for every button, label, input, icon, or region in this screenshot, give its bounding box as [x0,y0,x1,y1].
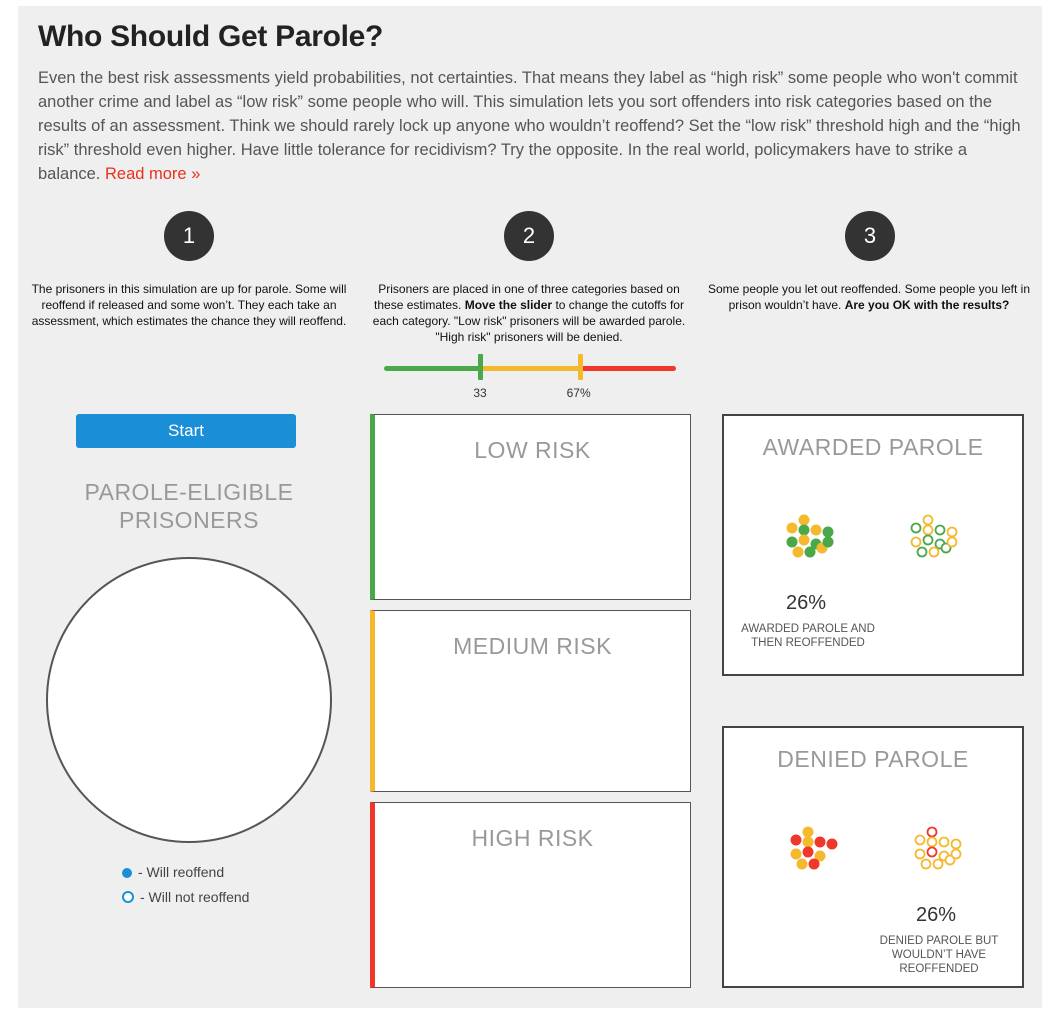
intro-paragraph: Even the best risk assessments yield pro… [38,66,1028,186]
awarded-reoffended-dot [810,524,822,536]
awarded-not-reoffended-dot [922,514,934,526]
denied-reoffended-dot [814,850,826,862]
denied-reoffended-dot [802,826,814,838]
legend-will-reoffend: - Will reoffend [122,864,224,880]
denied-not-reoffended-dot [950,848,962,860]
awarded-not-reoffended-dot [946,536,958,548]
awarded-parole-title: AWARDED PAROLE [762,434,984,460]
legend-will-not-reoffend-label: - Will not reoffend [140,889,250,905]
prisoner-pool-circle [46,557,332,843]
awarded-reoffended-dot [822,536,834,548]
step-2-badge: 2 [504,211,554,261]
step-3-text-bold: Are you OK with the results? [844,298,1010,312]
denied-not-reoffended-dot [950,838,962,850]
legend-will-not-reoffend: - Will not reoffend [122,889,249,905]
denied-reoffended-dot [814,836,826,848]
awarded-reoffended-dot [798,514,810,526]
denied-dot-clusters [790,826,962,870]
denied-not-reoffended-dot [920,858,932,870]
medium-risk-label: MEDIUM RISK [453,633,612,659]
high-risk-label: HIGH RISK [471,825,594,851]
awarded-reoffended-dot [786,536,798,548]
denied-reoffended-dot [808,858,820,870]
step-2-text: Prisoners are placed in one of three cat… [368,281,690,345]
simulation-panel: Who Should Get Parole? Even the best ris… [18,6,1042,1008]
denied-reoffended-dot [790,848,802,860]
step-3-badge: 3 [845,211,895,261]
legend-will-reoffend-label: - Will reoffend [138,864,225,880]
slider-track-low [384,366,481,371]
denied-reoffended-dot [802,836,814,848]
slider-track-high [579,366,676,371]
slider-handle-low[interactable] [478,354,484,380]
step-2-text-b: to change the cutoffs for each category.… [372,298,686,344]
high-risk-box: HIGH RISK [370,802,691,988]
denied-not-reoffended-dot [914,848,926,860]
denied-not-reoffended-dot [938,836,950,848]
awarded-dot-clusters [786,514,958,558]
step-2-text-bold: Move the slider [464,298,553,312]
denied-not-reoffended-dot [926,836,938,848]
awarded-reoffended-dot [786,522,798,534]
low-risk-label: LOW RISK [474,437,591,463]
slider-low-value: 33 [473,386,487,400]
risk-threshold-slider[interactable] [384,352,676,382]
medium-risk-box: MEDIUM RISK [370,610,691,792]
step-1-text: The prisoners in this simulation are up … [31,282,347,328]
denied-not-reoffended-dot [926,846,938,858]
awarded-reoffended-dot [792,546,804,558]
low-risk-box: LOW RISK [370,414,691,600]
awarded-not-reoffended-dot [910,522,922,534]
denied-reoffended-dot [802,846,814,858]
step-3-text-a: Some people you let out reoffended. Some… [708,282,1031,312]
filled-dot-icon [122,868,132,878]
awarded-not-reoffended-dot [934,524,946,536]
denied-not-reoffended-dot [932,858,944,870]
awarded-not-reoffended-dot [946,526,958,538]
hollow-dot-icon [122,891,134,903]
awarded-not-reoffended-dot [928,546,940,558]
pool-title: PAROLE-ELIGIBLE PRISONERS [84,479,294,533]
denied-reoffended-dot [790,834,802,846]
awarded-parole-box: AWARDED PAROLE 26% AWARDED PAROLE AND TH… [722,414,1024,676]
page-title: Who Should Get Parole? [38,20,384,53]
denied-not-reoffended-percent: 26% [915,904,957,926]
awarded-not-reoffended-dot [910,536,922,548]
denied-reoffended-dot [796,858,808,870]
slider-handle-high[interactable] [577,354,583,380]
awarded-reoffended-caption: AWARDED PAROLE AND THEN REOFFENDED [741,623,875,649]
slider-track-medium [480,366,580,371]
awarded-reoffended-dot [804,546,816,558]
awarded-not-reoffended-dot [922,524,934,536]
denied-reoffended-dot [826,838,838,850]
denied-not-reoffended-dot [914,834,926,846]
awarded-reoffended-dot [798,534,810,546]
step-2-text-a: Prisoners are placed in one of three cat… [374,282,680,312]
step-3-text: Some people you let out reoffended. Some… [708,281,1030,313]
read-more-link[interactable]: Read more » [104,165,201,183]
awarded-not-reoffended-dot [916,546,928,558]
denied-parole-box: DENIED PAROLE 26% DENIED PAROLE BUT WOUL… [722,726,1024,988]
start-button[interactable]: Start [76,414,296,448]
intro-text: Even the best risk assessments yield pro… [38,69,1021,183]
denied-not-reoffended-caption: DENIED PAROLE BUT WOULDN’T HAVE REOFFEND… [879,935,999,975]
denied-not-reoffended-dot [926,826,938,838]
slider-high-value: 67% [566,386,591,400]
denied-parole-title: DENIED PAROLE [777,746,969,772]
awarded-reoffended-dot [822,526,834,538]
awarded-reoffended-dot [798,524,810,536]
awarded-reoffended-percent: 26% [785,592,827,614]
awarded-not-reoffended-dot [922,534,934,546]
step-1-badge: 1 [164,211,214,261]
